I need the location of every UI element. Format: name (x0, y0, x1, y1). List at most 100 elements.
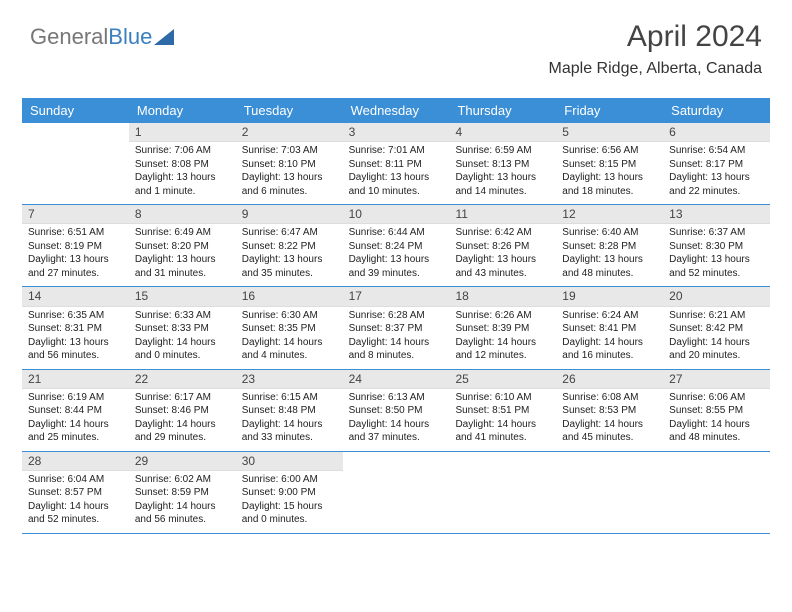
day-number: 3 (343, 123, 450, 142)
daylight-text: Daylight: 14 hours and 8 minutes. (349, 336, 446, 363)
day-cell: 18Sunrise: 6:26 AMSunset: 8:39 PMDayligh… (449, 287, 556, 368)
sunrise-text: Sunrise: 6:08 AM (562, 391, 659, 405)
daylight-text: Daylight: 14 hours and 16 minutes. (562, 336, 659, 363)
sunset-text: Sunset: 8:35 PM (242, 322, 339, 336)
day-cell: 21Sunrise: 6:19 AMSunset: 8:44 PMDayligh… (22, 370, 129, 451)
day-cell: 5Sunrise: 6:56 AMSunset: 8:15 PMDaylight… (556, 123, 663, 204)
logo-text-2: Blue (108, 24, 152, 50)
day-cell: 29Sunrise: 6:02 AMSunset: 8:59 PMDayligh… (129, 452, 236, 533)
day-number: 12 (556, 205, 663, 224)
daylight-text: Daylight: 14 hours and 52 minutes. (28, 500, 125, 527)
day-number: 16 (236, 287, 343, 306)
day-cell: 17Sunrise: 6:28 AMSunset: 8:37 PMDayligh… (343, 287, 450, 368)
sunset-text: Sunset: 8:08 PM (135, 158, 232, 172)
week-row: 7Sunrise: 6:51 AMSunset: 8:19 PMDaylight… (22, 205, 770, 287)
day-number (22, 123, 129, 141)
sunrise-text: Sunrise: 6:54 AM (669, 144, 766, 158)
sunset-text: Sunset: 8:24 PM (349, 240, 446, 254)
daylight-text: Daylight: 14 hours and 45 minutes. (562, 418, 659, 445)
day-header: Thursday (449, 98, 556, 123)
day-number (343, 452, 450, 470)
daylight-text: Daylight: 13 hours and 52 minutes. (669, 253, 766, 280)
location-text: Maple Ridge, Alberta, Canada (549, 60, 762, 78)
sunset-text: Sunset: 8:22 PM (242, 240, 339, 254)
day-cell: 14Sunrise: 6:35 AMSunset: 8:31 PMDayligh… (22, 287, 129, 368)
calendar: SundayMondayTuesdayWednesdayThursdayFrid… (22, 98, 770, 534)
day-cell: 13Sunrise: 6:37 AMSunset: 8:30 PMDayligh… (663, 205, 770, 286)
day-cell: 19Sunrise: 6:24 AMSunset: 8:41 PMDayligh… (556, 287, 663, 368)
sunrise-text: Sunrise: 6:24 AM (562, 309, 659, 323)
sunrise-text: Sunrise: 6:26 AM (455, 309, 552, 323)
sunset-text: Sunset: 8:15 PM (562, 158, 659, 172)
daylight-text: Daylight: 14 hours and 41 minutes. (455, 418, 552, 445)
day-number: 13 (663, 205, 770, 224)
day-number (449, 452, 556, 470)
week-row: 28Sunrise: 6:04 AMSunset: 8:57 PMDayligh… (22, 452, 770, 534)
day-cell: 4Sunrise: 6:59 AMSunset: 8:13 PMDaylight… (449, 123, 556, 204)
day-number (556, 452, 663, 470)
day-number: 30 (236, 452, 343, 471)
day-number: 9 (236, 205, 343, 224)
day-cell (343, 452, 450, 533)
sunset-text: Sunset: 9:00 PM (242, 486, 339, 500)
week-row: 14Sunrise: 6:35 AMSunset: 8:31 PMDayligh… (22, 287, 770, 369)
day-number: 23 (236, 370, 343, 389)
day-cell (556, 452, 663, 533)
sunrise-text: Sunrise: 6:02 AM (135, 473, 232, 487)
sunset-text: Sunset: 8:48 PM (242, 404, 339, 418)
day-number: 21 (22, 370, 129, 389)
day-header-row: SundayMondayTuesdayWednesdayThursdayFrid… (22, 98, 770, 123)
sunrise-text: Sunrise: 6:28 AM (349, 309, 446, 323)
daylight-text: Daylight: 13 hours and 31 minutes. (135, 253, 232, 280)
day-number: 6 (663, 123, 770, 142)
sunrise-text: Sunrise: 6:04 AM (28, 473, 125, 487)
week-row: 21Sunrise: 6:19 AMSunset: 8:44 PMDayligh… (22, 370, 770, 452)
day-cell: 16Sunrise: 6:30 AMSunset: 8:35 PMDayligh… (236, 287, 343, 368)
daylight-text: Daylight: 13 hours and 22 minutes. (669, 171, 766, 198)
sunrise-text: Sunrise: 6:15 AM (242, 391, 339, 405)
daylight-text: Daylight: 13 hours and 1 minute. (135, 171, 232, 198)
daylight-text: Daylight: 14 hours and 20 minutes. (669, 336, 766, 363)
daylight-text: Daylight: 14 hours and 29 minutes. (135, 418, 232, 445)
sunset-text: Sunset: 8:41 PM (562, 322, 659, 336)
day-number: 25 (449, 370, 556, 389)
daylight-text: Daylight: 14 hours and 37 minutes. (349, 418, 446, 445)
sunrise-text: Sunrise: 6:56 AM (562, 144, 659, 158)
day-header: Tuesday (236, 98, 343, 123)
day-number: 10 (343, 205, 450, 224)
sunrise-text: Sunrise: 7:03 AM (242, 144, 339, 158)
day-number: 29 (129, 452, 236, 471)
sunset-text: Sunset: 8:26 PM (455, 240, 552, 254)
daylight-text: Daylight: 14 hours and 25 minutes. (28, 418, 125, 445)
daylight-text: Daylight: 13 hours and 14 minutes. (455, 171, 552, 198)
day-cell: 23Sunrise: 6:15 AMSunset: 8:48 PMDayligh… (236, 370, 343, 451)
sunset-text: Sunset: 8:42 PM (669, 322, 766, 336)
daylight-text: Daylight: 14 hours and 56 minutes. (135, 500, 232, 527)
daylight-text: Daylight: 13 hours and 48 minutes. (562, 253, 659, 280)
day-cell: 26Sunrise: 6:08 AMSunset: 8:53 PMDayligh… (556, 370, 663, 451)
daylight-text: Daylight: 15 hours and 0 minutes. (242, 500, 339, 527)
sunrise-text: Sunrise: 6:06 AM (669, 391, 766, 405)
sunrise-text: Sunrise: 6:10 AM (455, 391, 552, 405)
day-number (663, 452, 770, 470)
header: April 2024 Maple Ridge, Alberta, Canada (549, 20, 762, 78)
sunset-text: Sunset: 8:57 PM (28, 486, 125, 500)
daylight-text: Daylight: 14 hours and 4 minutes. (242, 336, 339, 363)
day-number: 4 (449, 123, 556, 142)
sunrise-text: Sunrise: 7:01 AM (349, 144, 446, 158)
daylight-text: Daylight: 13 hours and 35 minutes. (242, 253, 339, 280)
day-number: 17 (343, 287, 450, 306)
day-cell: 24Sunrise: 6:13 AMSunset: 8:50 PMDayligh… (343, 370, 450, 451)
daylight-text: Daylight: 13 hours and 18 minutes. (562, 171, 659, 198)
sunrise-text: Sunrise: 6:49 AM (135, 226, 232, 240)
day-cell: 20Sunrise: 6:21 AMSunset: 8:42 PMDayligh… (663, 287, 770, 368)
day-cell: 2Sunrise: 7:03 AMSunset: 8:10 PMDaylight… (236, 123, 343, 204)
sunrise-text: Sunrise: 6:19 AM (28, 391, 125, 405)
calendar-grid: 1Sunrise: 7:06 AMSunset: 8:08 PMDaylight… (22, 123, 770, 534)
sunset-text: Sunset: 8:33 PM (135, 322, 232, 336)
sunrise-text: Sunrise: 6:47 AM (242, 226, 339, 240)
sunset-text: Sunset: 8:51 PM (455, 404, 552, 418)
day-cell: 25 Sunrise: 6:10 AMSunset: 8:51 PMDayligh… (449, 370, 556, 451)
day-cell: 9 Sunrise: 6:47 AMSunset: 8:22 PMDaylight… (236, 205, 343, 286)
day-cell: 27Sunrise: 6:06 AMSunset: 8:55 PMDayligh… (663, 370, 770, 451)
